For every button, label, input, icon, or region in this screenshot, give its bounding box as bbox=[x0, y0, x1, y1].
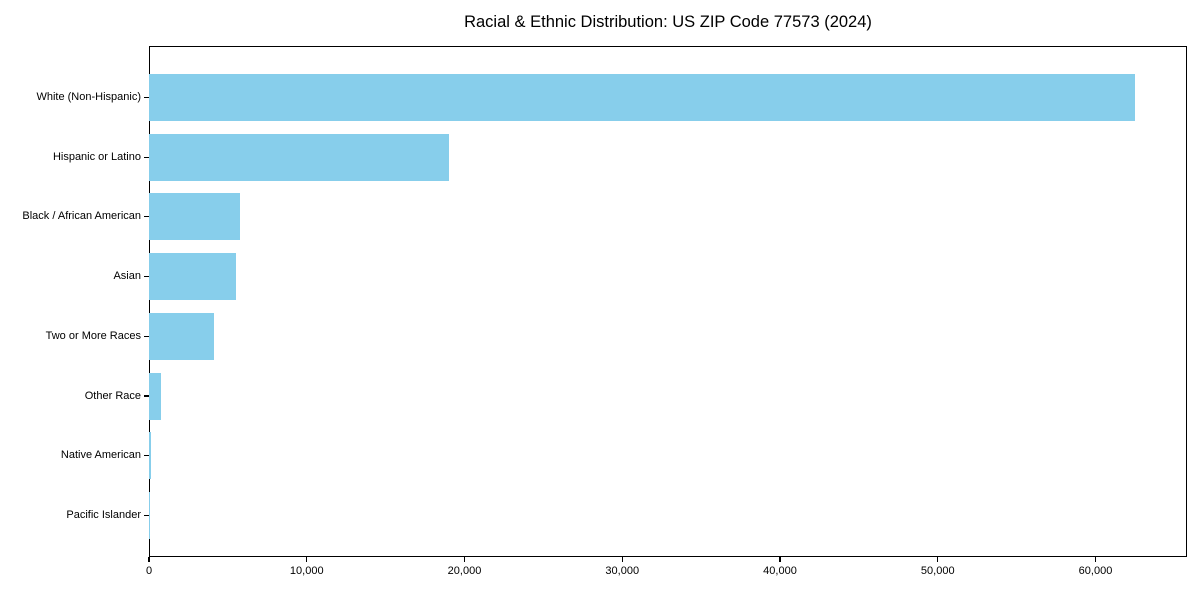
y-tick-mark bbox=[144, 395, 149, 397]
plot-area bbox=[149, 46, 1187, 557]
y-axis-category-label: Pacific Islander bbox=[66, 508, 141, 521]
x-tick-mark bbox=[306, 557, 308, 562]
x-tick-label: 50,000 bbox=[920, 565, 955, 577]
x-tick-mark bbox=[463, 557, 466, 562]
bar bbox=[149, 74, 1135, 121]
y-tick-mark bbox=[144, 216, 149, 218]
x-tick-label: 60,000 bbox=[1078, 565, 1113, 577]
chart-title: Racial & Ethnic Distribution: US ZIP Cod… bbox=[464, 13, 872, 31]
x-tick-label: 20,000 bbox=[447, 565, 482, 577]
y-axis-category-label: Native American bbox=[60, 449, 141, 462]
x-tick-label: 30,000 bbox=[605, 565, 640, 577]
y-tick-mark bbox=[144, 455, 149, 457]
x-tick-mark bbox=[1094, 557, 1097, 562]
bar bbox=[149, 253, 236, 301]
x-tick-label: 40,000 bbox=[763, 565, 797, 577]
y-tick-mark bbox=[144, 335, 149, 337]
y-tick-mark bbox=[144, 96, 149, 99]
bar bbox=[149, 312, 214, 360]
y-tick-mark bbox=[144, 514, 149, 516]
y-axis-category-label: Hispanic or Latino bbox=[52, 150, 141, 163]
x-tick-label: 10,000 bbox=[289, 565, 324, 577]
y-tick-mark bbox=[144, 156, 149, 158]
y-axis-category-label: Asian bbox=[113, 270, 141, 283]
bar bbox=[149, 432, 152, 480]
x-tick-label: 0 bbox=[145, 565, 153, 577]
y-axis-category-label: Black / African American bbox=[22, 210, 141, 223]
x-tick-mark bbox=[621, 557, 623, 562]
bar bbox=[149, 193, 241, 241]
bar bbox=[149, 133, 449, 181]
x-tick-mark bbox=[937, 557, 939, 562]
x-tick-mark bbox=[779, 557, 781, 562]
y-axis-category-label: White (Non-Hispanic) bbox=[36, 91, 141, 103]
y-axis-category-label: Other Race bbox=[84, 389, 141, 402]
bar bbox=[149, 372, 162, 420]
x-tick-mark bbox=[148, 557, 150, 562]
y-tick-mark bbox=[144, 276, 149, 278]
y-axis-category-label: Two or More Races bbox=[45, 329, 141, 342]
